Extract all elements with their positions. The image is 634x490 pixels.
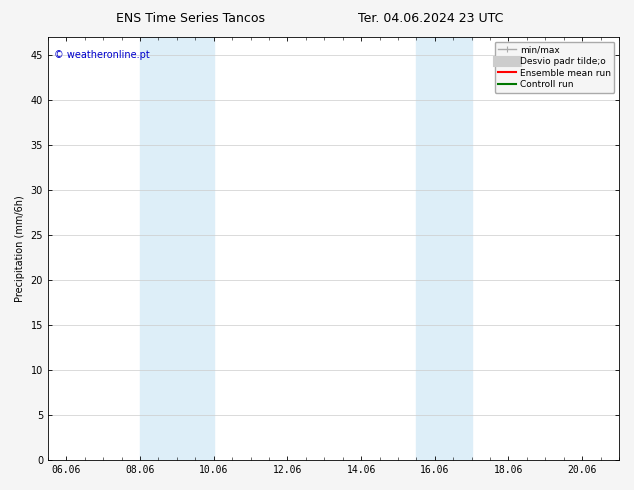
Text: Ter. 04.06.2024 23 UTC: Ter. 04.06.2024 23 UTC bbox=[358, 12, 504, 25]
Bar bbox=[417, 37, 472, 460]
Text: © weatheronline.pt: © weatheronline.pt bbox=[54, 50, 150, 60]
Legend: min/max, Desvio padr tilde;o, Ensemble mean run, Controll run: min/max, Desvio padr tilde;o, Ensemble m… bbox=[495, 42, 614, 93]
Text: ENS Time Series Tancos: ENS Time Series Tancos bbox=[115, 12, 265, 25]
Bar bbox=[140, 37, 214, 460]
Y-axis label: Precipitation (mm/6h): Precipitation (mm/6h) bbox=[15, 195, 25, 302]
